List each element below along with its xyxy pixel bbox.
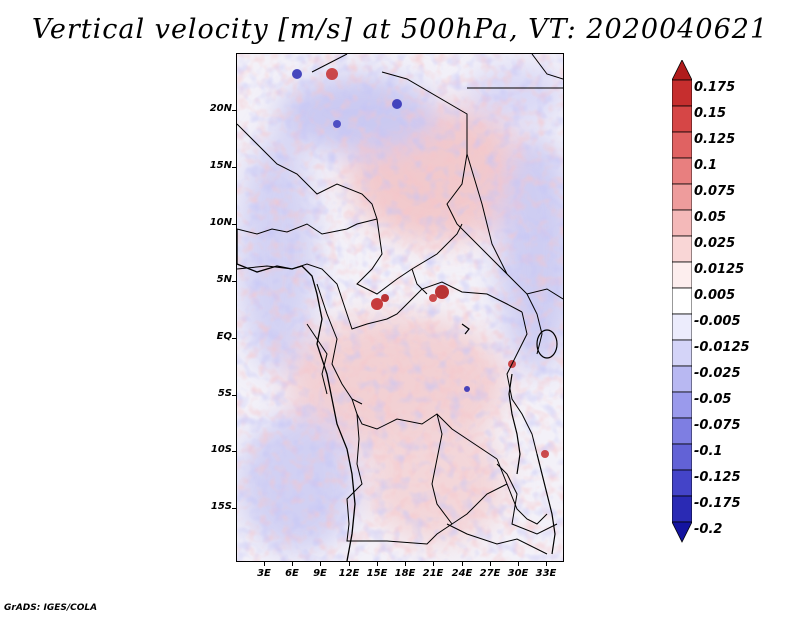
lat-tick xyxy=(232,508,236,509)
lon-label-12e: 12E xyxy=(338,568,360,579)
lon-tick xyxy=(405,562,406,566)
lat-label-15n: 15N xyxy=(209,160,232,171)
colorbar-label: -0.005 xyxy=(694,314,741,329)
lat-tick xyxy=(232,281,236,282)
colorbar-label: -0.175 xyxy=(694,496,741,511)
colorbar-segment xyxy=(672,313,692,341)
lat-label-5s: 5S xyxy=(217,388,232,399)
colorbar-label: -0.075 xyxy=(694,418,741,433)
colorbar-segment xyxy=(672,261,692,289)
lon-tick xyxy=(490,562,491,566)
colorbar-arrow-top xyxy=(672,60,692,81)
lon-tick xyxy=(320,562,321,566)
colorbar-label: -0.05 xyxy=(694,392,732,407)
lon-label-33e: 33E xyxy=(535,568,557,579)
colorbar-segment xyxy=(672,339,692,367)
coastline xyxy=(237,229,356,561)
lat-label-5n: 5N xyxy=(216,274,232,285)
colorbar-label: 0.125 xyxy=(694,132,736,147)
lon-tick xyxy=(546,562,547,566)
colorbar-arrow-bottom xyxy=(672,521,692,543)
lon-label-24e: 24E xyxy=(451,568,473,579)
lon-tick xyxy=(264,562,265,566)
colorbar-segment xyxy=(672,365,692,393)
colorbar-segment xyxy=(672,209,692,237)
colorbar-label: 0.075 xyxy=(694,184,736,199)
colorbar-segment xyxy=(672,183,692,211)
colorbar-segment xyxy=(672,79,692,107)
map-svg xyxy=(237,54,563,561)
colorbar xyxy=(672,60,692,543)
lon-tick xyxy=(462,562,463,566)
lon-tick xyxy=(433,562,434,566)
colorbar-segment xyxy=(672,131,692,159)
lat-label-10s: 10S xyxy=(210,444,232,455)
colorbar-segment xyxy=(672,417,692,445)
lat-tick xyxy=(232,167,236,168)
colorbar-label: 0.1 xyxy=(694,158,718,173)
colorbar-label: -0.025 xyxy=(694,366,741,381)
lon-label-30e: 30E xyxy=(507,568,529,579)
lat-tick xyxy=(232,110,236,111)
lat-label-15s: 15S xyxy=(210,501,232,512)
lat-label-10n: 10N xyxy=(209,217,232,228)
lat-tick xyxy=(232,451,236,452)
colorbar-label: 0.175 xyxy=(694,80,736,95)
colorbar-label: 0.05 xyxy=(694,210,727,225)
colorbar-segment xyxy=(672,235,692,263)
colorbar-segment xyxy=(672,157,692,185)
chart-title: Vertical velocity [m/s] at 500hPa, VT: 2… xyxy=(31,14,769,45)
lat-tick xyxy=(232,338,236,339)
lat-tick xyxy=(232,395,236,396)
colorbar-label: 0.025 xyxy=(694,236,736,251)
colorbar-label: -0.0125 xyxy=(694,340,750,355)
footer-credit: GrADS: IGES/COLA xyxy=(4,603,98,613)
lon-tick xyxy=(518,562,519,566)
lon-label-6e: 6E xyxy=(285,568,299,579)
lat-label-eq: EQ xyxy=(216,331,232,342)
lon-tick xyxy=(292,562,293,566)
colorbar-label: 0.005 xyxy=(694,288,736,303)
country-borders xyxy=(237,54,563,555)
map-panel xyxy=(236,53,564,562)
colorbar-label: -0.125 xyxy=(694,470,741,485)
colorbar-label: 0.0125 xyxy=(694,262,745,277)
lon-label-3e: 3E xyxy=(257,568,271,579)
colorbar-label: -0.2 xyxy=(694,522,723,537)
colorbar-segment xyxy=(672,391,692,419)
colorbar-segment xyxy=(672,443,692,471)
lon-tick xyxy=(377,562,378,566)
lon-label-27e: 27E xyxy=(479,568,501,579)
colorbar-segment xyxy=(672,495,692,523)
great-lakes xyxy=(461,323,558,555)
lat-tick xyxy=(232,224,236,225)
colorbar-segment xyxy=(672,105,692,133)
lon-label-18e: 18E xyxy=(394,568,416,579)
lon-label-15e: 15E xyxy=(366,568,388,579)
lon-tick xyxy=(349,562,350,566)
colorbar-label: 0.15 xyxy=(694,106,727,121)
colorbar-segment xyxy=(672,469,692,497)
lon-label-21e: 21E xyxy=(422,568,444,579)
lat-label-20n: 20N xyxy=(209,103,232,114)
lon-label-9e: 9E xyxy=(313,568,327,579)
colorbar-segment xyxy=(672,287,692,315)
colorbar-label: -0.1 xyxy=(694,444,723,459)
